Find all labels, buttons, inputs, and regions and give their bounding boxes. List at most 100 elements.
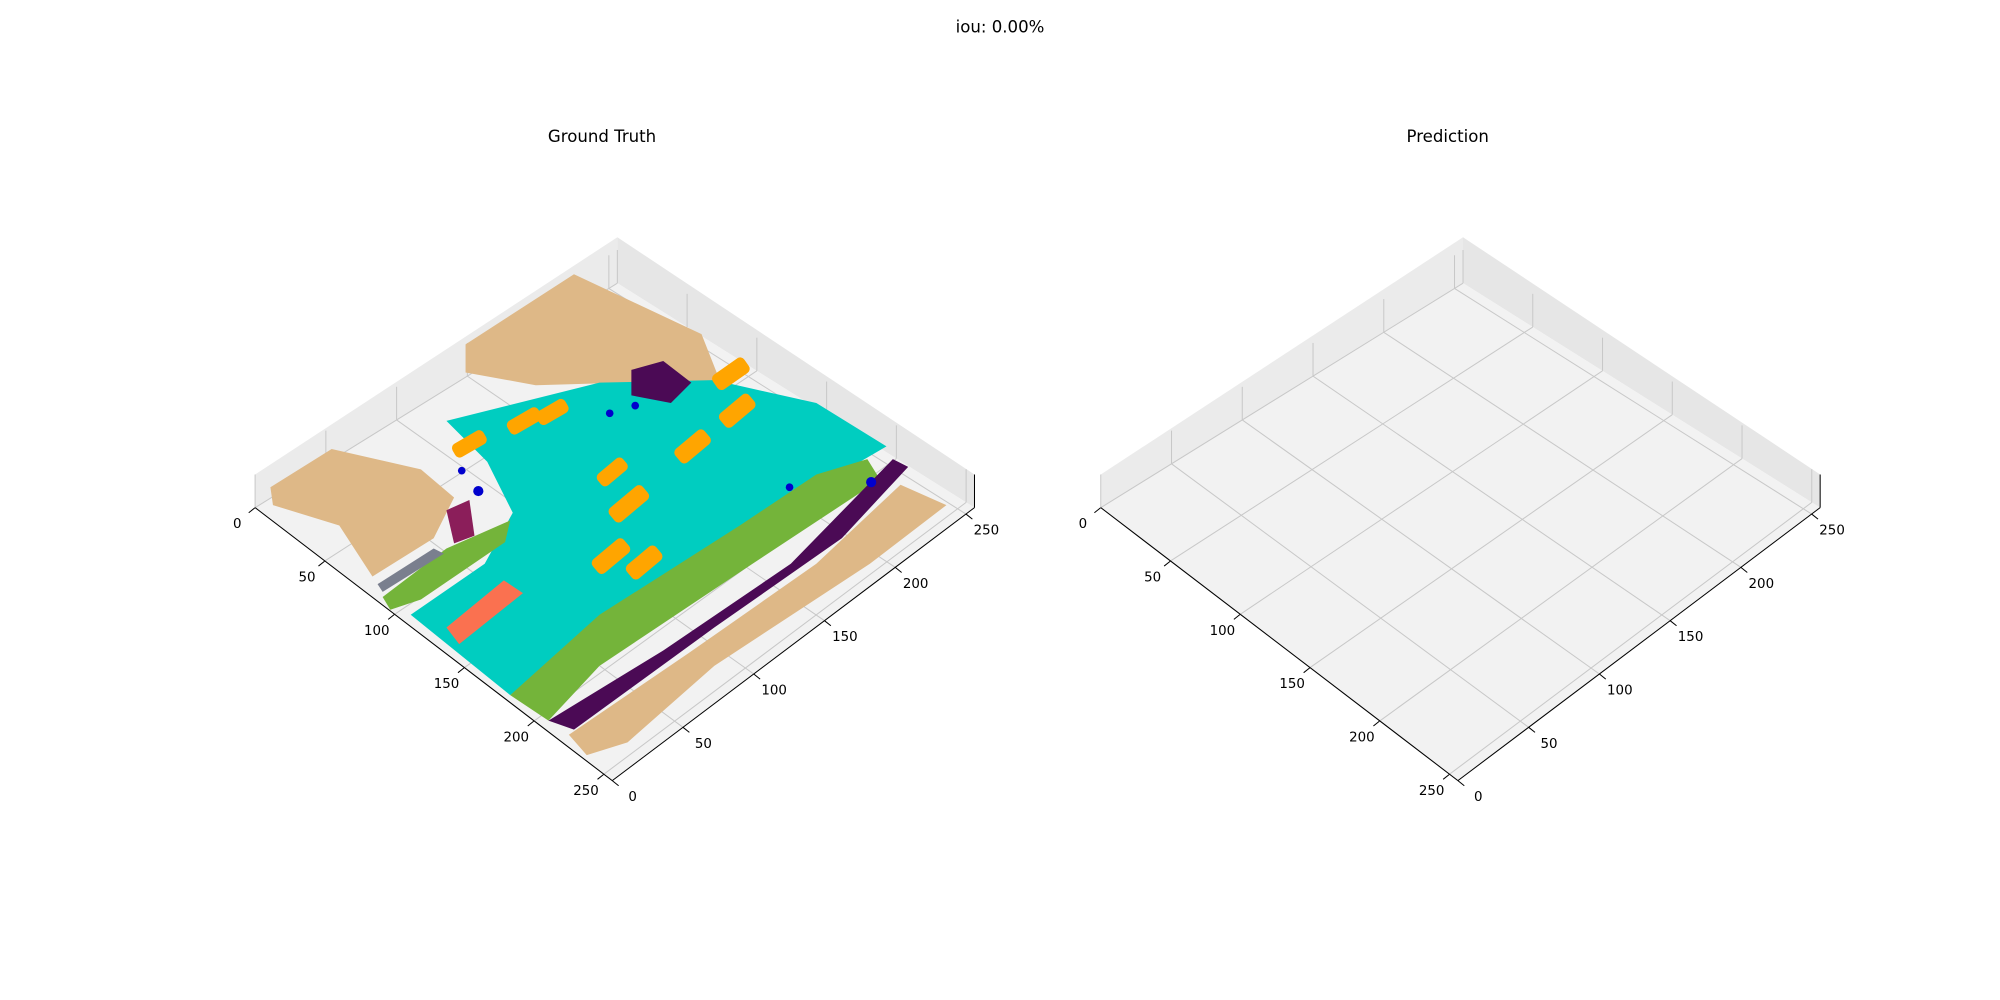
vegetation-region	[510, 459, 881, 721]
grid-line	[1449, 501, 1813, 775]
y-tick-label: 200	[903, 577, 929, 592]
car	[506, 407, 542, 435]
person	[473, 485, 484, 497]
grid-line	[1100, 282, 1464, 509]
right-wall-pane	[1463, 237, 1821, 508]
tick-mark	[318, 560, 326, 567]
terrain-region	[465, 274, 721, 386]
tick-mark	[1457, 780, 1465, 787]
x-tick-label: 250	[573, 784, 599, 799]
terrain-region	[270, 448, 455, 577]
ground-truth-voxels	[270, 274, 947, 756]
tick-mark	[1442, 773, 1450, 780]
structure-region	[446, 500, 475, 544]
tick-mark	[597, 773, 605, 780]
car	[712, 357, 750, 391]
tick-mark	[1373, 720, 1381, 727]
axes-title: Ground Truth	[548, 127, 656, 146]
road-region	[410, 380, 887, 696]
grid-line	[1309, 414, 1673, 669]
y-tick-label: 250	[1819, 524, 1845, 539]
car	[596, 457, 628, 487]
x-tick-label: 250	[1419, 784, 1445, 799]
x-tick-label: 100	[1210, 624, 1236, 639]
y-tick-label: 0	[628, 790, 637, 805]
car	[451, 430, 487, 458]
car	[674, 429, 711, 464]
car	[625, 545, 663, 580]
x-tick-label: 200	[503, 730, 529, 745]
floor-pane	[1100, 283, 1821, 781]
person	[785, 483, 794, 492]
tick-mark	[1740, 566, 1748, 573]
x-tick-label: 0	[1079, 517, 1088, 532]
x-axis-line	[254, 507, 613, 782]
person	[866, 477, 877, 488]
car	[608, 485, 650, 523]
person-group	[457, 401, 877, 497]
pole-region	[377, 548, 444, 592]
grid-line	[1383, 331, 1742, 568]
grid-line	[603, 501, 967, 775]
tick-mark	[1811, 513, 1819, 520]
car	[718, 393, 756, 428]
grid-line	[1379, 458, 1743, 722]
x-axis-line	[1100, 507, 1459, 782]
grid-line	[1312, 375, 1671, 622]
tick-mark	[248, 507, 256, 514]
vegetation-region	[382, 520, 511, 610]
tick-mark	[1163, 560, 1171, 567]
tick-mark	[611, 780, 619, 787]
tick-mark	[1599, 673, 1607, 680]
x-tick-label: 100	[364, 624, 390, 639]
tick-mark	[387, 613, 395, 620]
right-wall-pane	[617, 237, 975, 508]
y-axis-line	[1457, 507, 1821, 782]
car	[591, 538, 631, 574]
person	[631, 401, 640, 410]
axes-title: Prediction	[1407, 127, 1489, 146]
tick-mark	[753, 673, 761, 680]
y-axis-line	[611, 507, 975, 782]
grid-line	[1454, 287, 1812, 515]
tick-mark	[1528, 726, 1536, 733]
tick-mark	[824, 620, 832, 627]
y-tick-label: 50	[695, 737, 712, 752]
x-tick-label: 50	[298, 571, 315, 586]
left-wall-pane	[1100, 237, 1464, 508]
tick-mark	[965, 513, 973, 520]
tick-mark	[1303, 667, 1311, 674]
x-tick-label: 150	[1279, 677, 1305, 692]
x-tick-label: 200	[1349, 730, 1375, 745]
person	[605, 409, 614, 418]
tick-mark	[1094, 507, 1102, 514]
y-tick-label: 50	[1541, 737, 1558, 752]
figure-title: iou: 0.00%	[956, 18, 1045, 37]
car	[535, 398, 569, 426]
tick-mark	[1669, 620, 1677, 627]
x-tick-label: 50	[1144, 571, 1161, 586]
grid-line	[1241, 419, 1600, 675]
sidewalk-region	[568, 484, 947, 756]
tick-mark	[457, 667, 465, 674]
building-region	[631, 360, 692, 404]
person	[457, 466, 466, 475]
tick-mark	[1233, 613, 1241, 620]
y-tick-label: 250	[974, 524, 1000, 539]
x-tick-label: 0	[233, 517, 242, 532]
y-tick-label: 100	[761, 684, 787, 699]
tick-mark	[682, 726, 690, 733]
grid-line	[1170, 326, 1534, 562]
grid-line	[1171, 463, 1529, 728]
car-group	[451, 357, 756, 580]
y-tick-label: 150	[1678, 630, 1704, 645]
tick-mark	[894, 566, 902, 573]
y-tick-label: 0	[1474, 790, 1483, 805]
y-tick-label: 150	[832, 630, 858, 645]
y-tick-label: 200	[1749, 577, 1775, 592]
grid-line	[1239, 370, 1603, 615]
tick-mark	[527, 720, 535, 727]
x-tick-label: 150	[434, 677, 460, 692]
